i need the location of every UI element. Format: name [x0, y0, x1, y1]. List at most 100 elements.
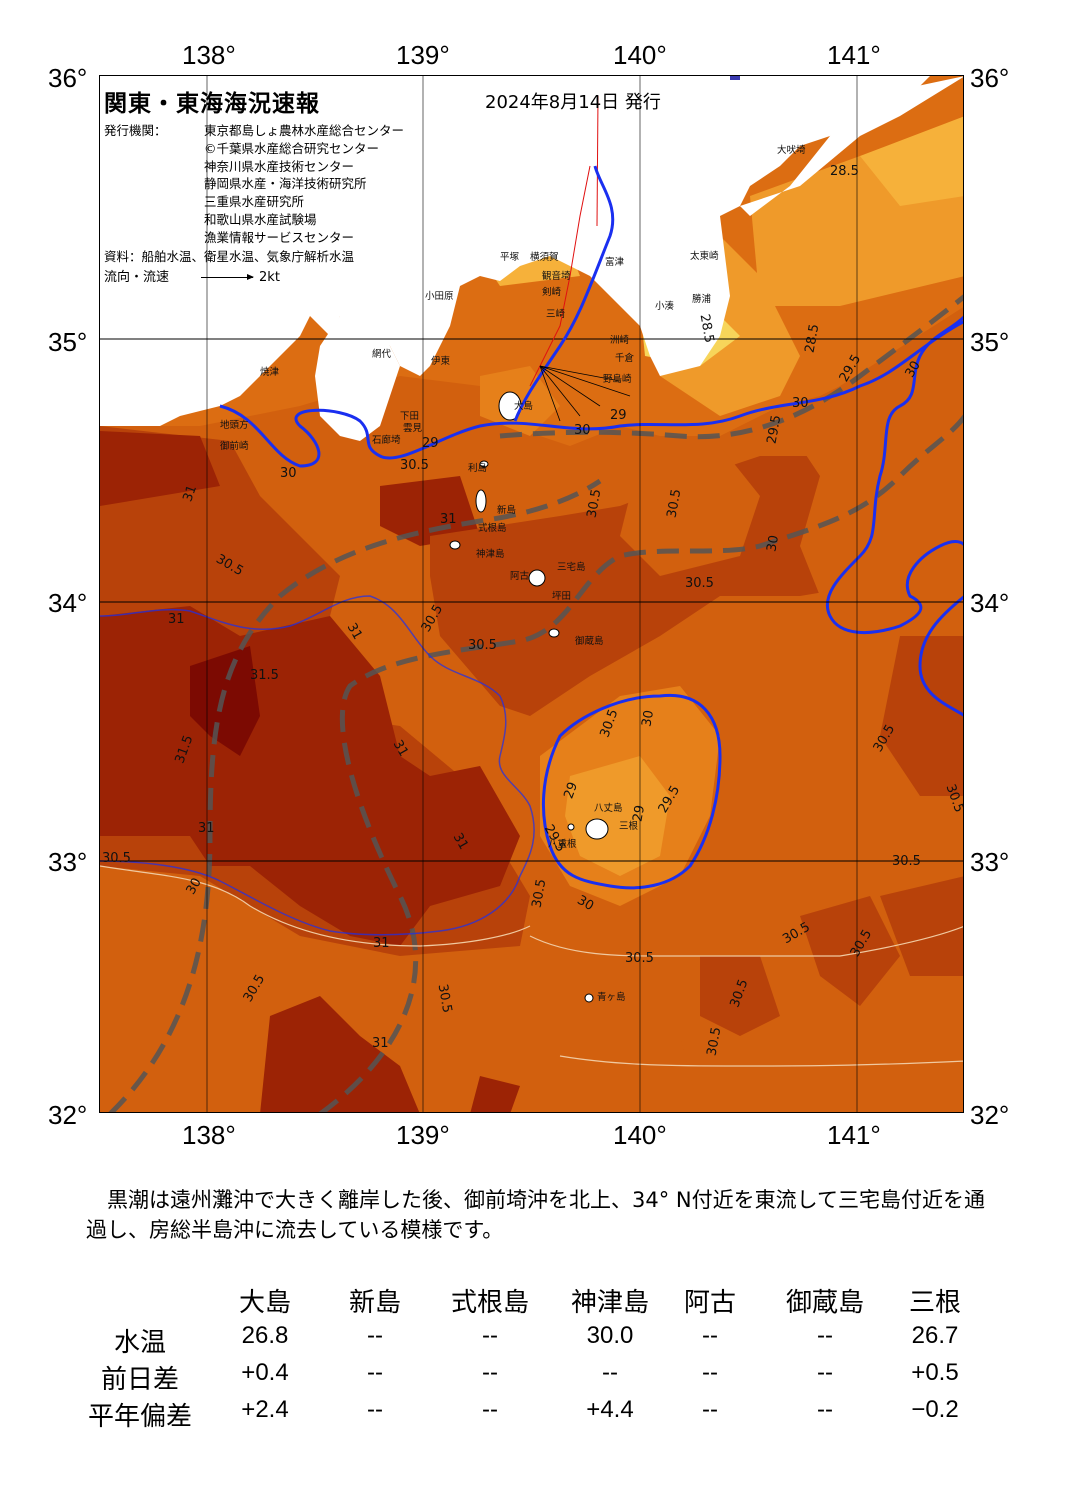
table-cell: 26.7 — [911, 1322, 959, 1349]
table-header: 式根島 — [450, 1288, 529, 1318]
agency-item: 東京都島しょ農林水産総合センター — [204, 123, 405, 138]
lon-label-141-top: 141° — [827, 40, 881, 70]
table-header: 新島 — [348, 1288, 401, 1318]
place-label: 富津 — [605, 257, 625, 268]
agency-item: 漁業情報サービスセンター — [204, 229, 355, 245]
place-label: 平塚 — [500, 252, 520, 263]
isotherm-label: 30.5 — [468, 638, 497, 653]
place-label: 石廊埼 — [372, 435, 401, 446]
place-label: 新島 — [497, 505, 517, 516]
isotherm-label: 30 — [792, 396, 809, 411]
place-label: 利島 — [468, 463, 488, 474]
table-cell: -- — [482, 1359, 498, 1386]
place-label: 観音埼 — [542, 271, 571, 282]
isotherm-label: 30 — [280, 466, 297, 481]
place-label: 青ヶ島 — [597, 992, 626, 1003]
lon-label-138-bottom: 138° — [182, 1120, 236, 1150]
isotherm-label: 29 — [610, 408, 627, 423]
lon-label-138-top: 138° — [182, 40, 236, 70]
lat-label-34-right: 34° — [970, 588, 1010, 618]
table-cell: -- — [367, 1359, 383, 1386]
place-label: 大吠埼 — [777, 145, 806, 156]
isotherm-label: 31.5 — [250, 668, 279, 683]
flow-legend-value: 2kt — [259, 270, 280, 285]
isotherm-label: 30.5 — [102, 851, 131, 866]
place-label: 御蔵島 — [575, 636, 604, 647]
table-cell: +2.4 — [241, 1396, 289, 1423]
table-cell: 30.0 — [586, 1322, 634, 1349]
isotherm-label: 30.5 — [685, 576, 714, 591]
lat-label-32-left: 32° — [48, 1100, 88, 1130]
table-cell: -- — [817, 1359, 833, 1386]
table-row-label: 前日差 — [100, 1365, 179, 1395]
flow-legend-label: 流向・流速 — [104, 270, 170, 285]
table-cell: +0.4 — [241, 1359, 289, 1386]
place-label: 雲見 — [403, 423, 423, 434]
place-label: 勝浦 — [692, 294, 712, 305]
table-row-label: 水温 — [113, 1328, 166, 1358]
agency-item: 静岡県水産・海洋技術研究所 — [204, 176, 367, 192]
isotherm-label: 31 — [373, 936, 390, 951]
table-cell: +4.4 — [586, 1396, 634, 1423]
isotherm-label: 30 — [639, 709, 658, 728]
table-cell: -- — [367, 1322, 383, 1349]
sea-temperature-map: 関東・東海海況速報 2024年8月14日 発行 発行機関： 東京都島しょ農林水産… — [99, 75, 964, 1113]
table-cell: -- — [482, 1396, 498, 1423]
table-cell: -- — [367, 1396, 383, 1423]
table-row-label: 平年偏差 — [87, 1402, 192, 1432]
lat-label-35-left: 35° — [48, 327, 88, 357]
table-header: 大島 — [238, 1288, 291, 1318]
table-cell: -- — [482, 1322, 498, 1349]
place-label: 焼津 — [260, 367, 280, 378]
place-label: 三宅島 — [557, 562, 586, 573]
map-title: 関東・東海海況速報 — [104, 91, 320, 117]
table-header: 神津島 — [570, 1288, 649, 1318]
place-label: 千倉 — [615, 353, 635, 364]
lon-label-139-top: 139° — [396, 40, 450, 70]
flow-legend: 流向・流速 2kt — [104, 266, 280, 285]
isotherm-label: 29 — [422, 436, 439, 451]
place-label: 洲崎 — [610, 335, 630, 346]
map-graphic — [100, 76, 963, 1112]
flow-arrow-icon — [201, 274, 255, 280]
table-cell: +0.5 — [911, 1359, 959, 1386]
agency-item: ©千葉県水産総合研究センター — [204, 140, 380, 156]
place-label: 野島崎 — [603, 374, 632, 385]
agency-block: 発行機関： 東京都島しょ農林水産総合センター ©千葉県水産総合研究センター 神奈… — [104, 122, 404, 245]
place-label: 三根 — [619, 821, 639, 832]
lat-label-34-left: 34° — [48, 588, 88, 618]
isotherm-label: 29 — [630, 804, 649, 823]
table-cell: -- — [702, 1322, 718, 1349]
lon-label-141-bottom: 141° — [827, 1120, 881, 1150]
isotherm-label: 31 — [168, 612, 185, 627]
place-label: 伊東 — [431, 356, 451, 367]
table-cell: -- — [702, 1396, 718, 1423]
isotherm-label: 31 — [198, 821, 215, 836]
place-label: 神津島 — [476, 549, 505, 560]
lat-label-35-right: 35° — [970, 327, 1010, 357]
place-label: 小田原 — [425, 291, 454, 302]
isotherm-label: 30.5 — [400, 458, 429, 473]
place-label: 下田 — [400, 411, 420, 422]
isotherm-label: 31 — [440, 512, 457, 527]
table-cell: -- — [602, 1359, 618, 1386]
lat-label-36-right: 36° — [970, 63, 1010, 93]
place-label: 剣崎 — [542, 287, 562, 298]
place-label: 網代 — [372, 349, 392, 360]
place-label: 地頭方 — [220, 420, 249, 431]
table-cell: -- — [817, 1396, 833, 1423]
table-cell: 26.8 — [241, 1322, 289, 1349]
situation-comment: 黒潮は遠州灘沖で大きく離岸した後、御前埼沖を北上、34° N付近を東流して三宅島… — [86, 1188, 985, 1242]
table-cell: −0.2 — [911, 1396, 959, 1423]
table-header: 三根 — [908, 1288, 961, 1318]
lat-label-32-right: 32° — [970, 1100, 1010, 1130]
agency-item: 神奈川県水産技術センター — [204, 158, 355, 174]
agency-item: 和歌山県水産試験場 — [204, 211, 317, 227]
isotherm-label: 30.5 — [625, 951, 654, 966]
isotherm-label: 31 — [372, 1036, 389, 1051]
place-label: 御前崎 — [220, 441, 249, 452]
isotherm-label: 30 — [764, 534, 783, 553]
lat-label-33-right: 33° — [970, 847, 1010, 877]
place-label: 三崎 — [546, 309, 566, 320]
place-label: 八重根 — [548, 839, 577, 850]
